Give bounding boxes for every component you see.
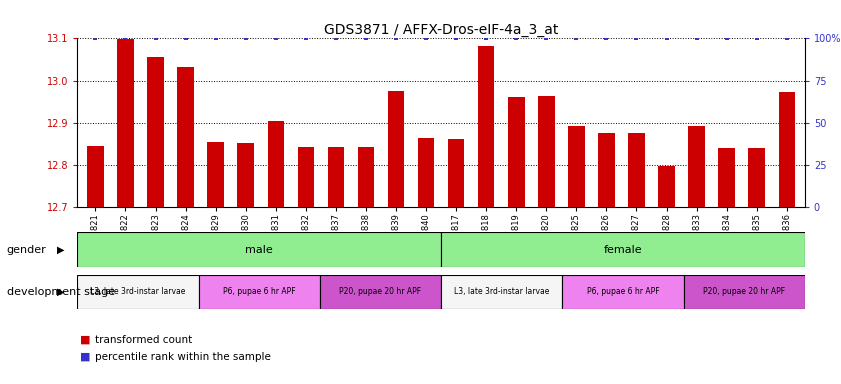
Point [750, 35, 764, 41]
Bar [117, 39, 134, 207]
Bar [441, 275, 563, 309]
Point [600, 35, 613, 41]
Text: development stage: development stage [7, 287, 115, 297]
Text: transformed count: transformed count [95, 335, 193, 345]
Text: P20, pupae 20 hr APF: P20, pupae 20 hr APF [703, 287, 785, 296]
Bar [628, 133, 645, 207]
Bar [779, 93, 795, 207]
Bar [569, 126, 584, 207]
Bar [87, 146, 103, 207]
Point [179, 35, 193, 41]
Text: P6, pupae 6 hr APF: P6, pupae 6 hr APF [587, 287, 659, 296]
Point [209, 35, 222, 41]
Text: ▶: ▶ [57, 287, 65, 297]
Bar [328, 147, 344, 207]
Point [540, 35, 553, 41]
Bar [320, 275, 441, 309]
Bar [659, 166, 674, 207]
Bar [684, 275, 805, 309]
Point [690, 35, 703, 41]
Bar [441, 232, 805, 267]
Point [479, 35, 493, 41]
Point [720, 35, 733, 41]
Bar [298, 147, 314, 207]
Point [569, 35, 583, 41]
Point [149, 35, 162, 41]
Point [510, 35, 523, 41]
Bar [198, 275, 320, 309]
Text: female: female [604, 245, 643, 255]
Text: percentile rank within the sample: percentile rank within the sample [95, 352, 271, 362]
Bar [147, 57, 164, 207]
Bar [77, 232, 441, 267]
Bar [357, 147, 374, 207]
Bar [388, 91, 405, 207]
Text: P6, pupae 6 hr APF: P6, pupae 6 hr APF [223, 287, 295, 296]
Bar [748, 148, 765, 207]
Point [389, 35, 403, 41]
Bar [177, 67, 194, 207]
Bar [718, 148, 735, 207]
Point [420, 35, 433, 41]
Bar [563, 275, 684, 309]
Point [269, 35, 283, 41]
Text: ▶: ▶ [57, 245, 65, 255]
Point [359, 35, 373, 41]
Bar [267, 121, 284, 207]
Point [660, 35, 674, 41]
Text: L3, late 3rd-instar larvae: L3, late 3rd-instar larvae [454, 287, 549, 296]
Bar [538, 96, 554, 207]
Bar [418, 137, 434, 207]
Text: L3, late 3rd-instar larvae: L3, late 3rd-instar larvae [90, 287, 186, 296]
Point [299, 35, 313, 41]
Bar [208, 142, 224, 207]
Text: ■: ■ [80, 352, 90, 362]
Text: male: male [246, 245, 273, 255]
Bar [77, 275, 198, 309]
Text: P20, pupae 20 hr APF: P20, pupae 20 hr APF [340, 287, 421, 296]
Bar [598, 133, 615, 207]
Bar [448, 139, 464, 207]
Text: ■: ■ [80, 335, 90, 345]
Point [630, 35, 643, 41]
Point [88, 35, 102, 41]
Bar [237, 143, 254, 207]
Bar [478, 46, 495, 207]
Point [119, 35, 132, 41]
Text: gender: gender [7, 245, 46, 255]
Title: GDS3871 / AFFX-Dros-eIF-4a_3_at: GDS3871 / AFFX-Dros-eIF-4a_3_at [324, 23, 558, 37]
Point [449, 35, 463, 41]
Point [780, 35, 794, 41]
Bar [508, 97, 525, 207]
Point [239, 35, 252, 41]
Point [329, 35, 342, 41]
Bar [688, 126, 705, 207]
